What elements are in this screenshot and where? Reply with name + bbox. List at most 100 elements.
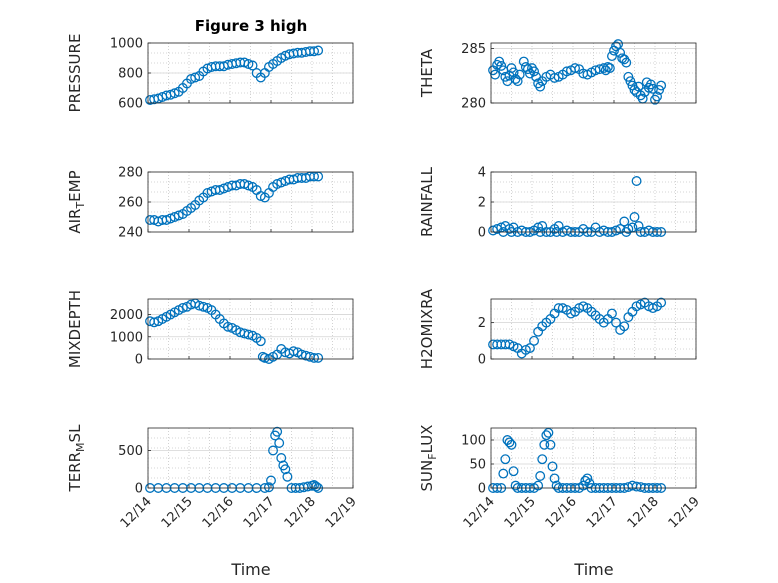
y-tick-label: 280	[461, 97, 486, 112]
data-point	[498, 468, 509, 479]
data-point	[198, 301, 209, 312]
y-tick-label: 240	[118, 226, 143, 241]
y-tick-label: 1000	[110, 330, 143, 345]
data-point	[313, 45, 324, 56]
data-point	[272, 426, 283, 437]
y-tick-label: 0	[478, 353, 486, 368]
y-axis-label: TERRMSL	[66, 424, 87, 493]
data-point	[607, 308, 617, 319]
data-point	[282, 471, 293, 482]
data-point	[541, 430, 552, 441]
y-tick-label: 800	[118, 67, 143, 82]
panel-6: 0 2 H2OMIXRA	[418, 288, 697, 369]
data-point	[539, 439, 550, 450]
data-point	[549, 72, 560, 83]
data-point	[257, 351, 268, 362]
data-point	[619, 216, 630, 227]
data-point	[598, 63, 609, 74]
panel-7: 0 500 TERRMSL 12/14 12/15 12/16 12/17 12/18 12/1…	[66, 424, 360, 531]
x-axis-label-left: Time	[230, 560, 270, 579]
data-point	[656, 80, 667, 91]
data-point	[243, 329, 254, 340]
data-point	[514, 69, 525, 80]
data-point	[504, 437, 515, 448]
data-point	[561, 66, 572, 77]
panel-2: 280 285 THETA	[418, 39, 697, 112]
x-tick-label: 12/18	[625, 494, 662, 531]
data-point	[607, 51, 617, 62]
y-axis-label: SUNFLUX	[418, 425, 439, 492]
data-point	[611, 225, 622, 236]
x-tick-label: 12/17	[241, 494, 278, 531]
data-point	[243, 180, 254, 191]
data-point	[547, 461, 558, 472]
data-point	[222, 321, 233, 332]
data-point	[582, 473, 593, 484]
data-point	[266, 475, 276, 486]
data-point	[274, 438, 285, 448]
x-tick-label: 12/15	[502, 494, 539, 531]
data-point	[512, 76, 523, 87]
y-tick-label: 0	[478, 226, 486, 241]
data-point	[656, 297, 667, 308]
y-tick-label: 0	[135, 482, 143, 497]
data-point	[604, 63, 615, 74]
y-axis-label: RAINFALL	[418, 166, 436, 237]
panel-1: 600 800 1000 PRESSURE	[66, 34, 354, 112]
y-tick-label: 2000	[110, 308, 143, 323]
data-point	[631, 176, 642, 186]
data-point	[177, 302, 188, 313]
data-point	[611, 317, 622, 328]
data-point	[623, 224, 634, 234]
data-point	[529, 66, 540, 77]
data-point	[500, 454, 511, 465]
data-point	[268, 445, 279, 456]
data-point	[535, 471, 546, 481]
data-point	[508, 67, 519, 78]
data-point	[629, 212, 640, 222]
data-point	[280, 464, 291, 475]
data-point	[549, 473, 560, 484]
y-axis-label: H2OMIXRA	[418, 288, 436, 369]
y-tick-label: 50	[469, 458, 486, 473]
y-tick-label: 0	[478, 482, 486, 497]
y-tick-label: 500	[118, 444, 143, 459]
data-point	[551, 480, 562, 491]
x-tick-label: 12/14	[461, 494, 498, 531]
data-point	[510, 480, 521, 491]
data-point	[243, 59, 254, 69]
y-axis-label: THETA	[418, 48, 436, 98]
y-axis-label: MIXDEPTH	[66, 290, 84, 368]
data-point	[602, 62, 613, 72]
data-point	[255, 336, 266, 347]
x-tick-label: 12/17	[584, 494, 621, 531]
axes-box	[490, 427, 697, 489]
data-point	[652, 91, 663, 102]
axes-box	[490, 42, 697, 104]
data-point	[190, 72, 201, 83]
data-point	[309, 46, 320, 57]
x-tick-label: 12/18	[282, 494, 319, 531]
x-axis-label-right: Time	[573, 560, 613, 579]
data-point	[613, 39, 624, 50]
x-tick-label: 12/16	[200, 494, 237, 531]
y-tick-label: 4	[478, 166, 486, 181]
axes-box	[147, 298, 354, 360]
data-point	[309, 352, 320, 363]
data-point	[518, 56, 529, 67]
x-tick-label: 12/16	[543, 494, 580, 531]
data-point	[247, 60, 258, 71]
data-point	[313, 352, 324, 363]
figure-title: Figure 3 high	[195, 17, 308, 35]
x-tick-label: 12/19	[666, 494, 703, 531]
data-point	[648, 83, 658, 94]
data-point	[543, 427, 554, 438]
y-tick-label: 1000	[110, 37, 143, 52]
y-tick-label: 100	[461, 434, 486, 449]
data-point	[506, 439, 517, 450]
panel-8: 0 50 100 SUNFLUX 12/14 12/15 12/16 12/17 12/18 12…	[418, 425, 703, 532]
data-point	[288, 346, 299, 357]
axes-box	[490, 298, 697, 360]
data-point	[508, 466, 519, 477]
data-point	[535, 81, 546, 92]
